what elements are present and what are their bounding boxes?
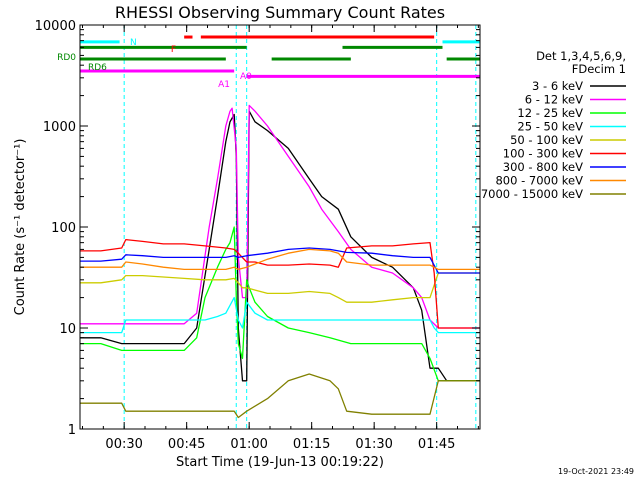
series-3-6-kev [80, 110, 480, 382]
plot-area: N F RD0 RD6 A1 A0 [57, 25, 480, 429]
series-6-12-kev [80, 104, 480, 329]
flag-label-f: F [171, 45, 176, 55]
footer-timestamp: 19-Oct-2021 23:49 [558, 467, 634, 476]
series-300-800-kev [80, 247, 480, 274]
x-tick-label: 01:30 [355, 437, 392, 452]
series-50-100-kev [80, 272, 480, 303]
x-tick-label: 01:45 [418, 437, 455, 452]
flag-label-rd6: RD6 [88, 63, 107, 73]
y-tick-label: 10 [59, 322, 76, 337]
y-axis-label: Count Rate (s⁻¹ detector⁻¹) [13, 139, 28, 316]
legend-label-50-100-kev: 50 - 100 keV [510, 133, 583, 147]
legend-header-line-1: Det 1,3,4,5,6,9, [536, 49, 626, 63]
series-800-7000-kev [80, 248, 480, 271]
y-tick-label: 10000 [35, 19, 76, 34]
flag-label-a1: A1 [218, 80, 230, 90]
series-7000-15000-kev [80, 373, 480, 419]
y-tick-label: 1 [68, 423, 76, 438]
x-axis-label: Start Time (19-Jun-13 00:19:22) [176, 455, 384, 470]
legend-label-7000-15000-kev: 7000 - 15000 keV [481, 187, 583, 201]
chart-title: RHESSI Observing Summary Count Rates [115, 3, 445, 22]
y-axis: 1 10 100 1000 10000 [35, 19, 480, 438]
series-100-300-kev [80, 238, 480, 329]
legend-label-3-6-kev: 3 - 6 keV [532, 79, 583, 93]
x-tick-label: 00:30 [105, 437, 142, 452]
flag-label-a0: A0 [240, 72, 252, 82]
x-axis: 00:30 00:45 01:00 01:15 01:30 01:45 [82, 25, 479, 452]
y-tick-label: 1000 [43, 120, 76, 135]
flag-label-n: N [130, 38, 137, 48]
x-tick-label: 01:00 [230, 437, 267, 452]
series-12-25-kev [80, 226, 480, 382]
legend-label-12-25-kev: 12 - 25 keV [517, 106, 583, 120]
legend-header-line-2: FDecim 1 [572, 62, 626, 76]
x-tick-label: 00:45 [168, 437, 205, 452]
legend-label-800-7000-kev: 800 - 7000 keV [495, 174, 583, 188]
y-tick-label: 100 [51, 221, 76, 236]
legend-label-300-800-kev: 300 - 800 keV [503, 160, 583, 174]
x-tick-label: 01:15 [293, 437, 330, 452]
legend-label-100-300-kev: 100 - 300 keV [503, 147, 583, 161]
flag-label-rd0: RD0 [57, 53, 76, 63]
series-25-50-kev [80, 296, 480, 334]
legend-label-25-50-kev: 25 - 50 keV [517, 120, 583, 134]
legend-label-6-12-kev: 6 - 12 keV [525, 93, 583, 107]
